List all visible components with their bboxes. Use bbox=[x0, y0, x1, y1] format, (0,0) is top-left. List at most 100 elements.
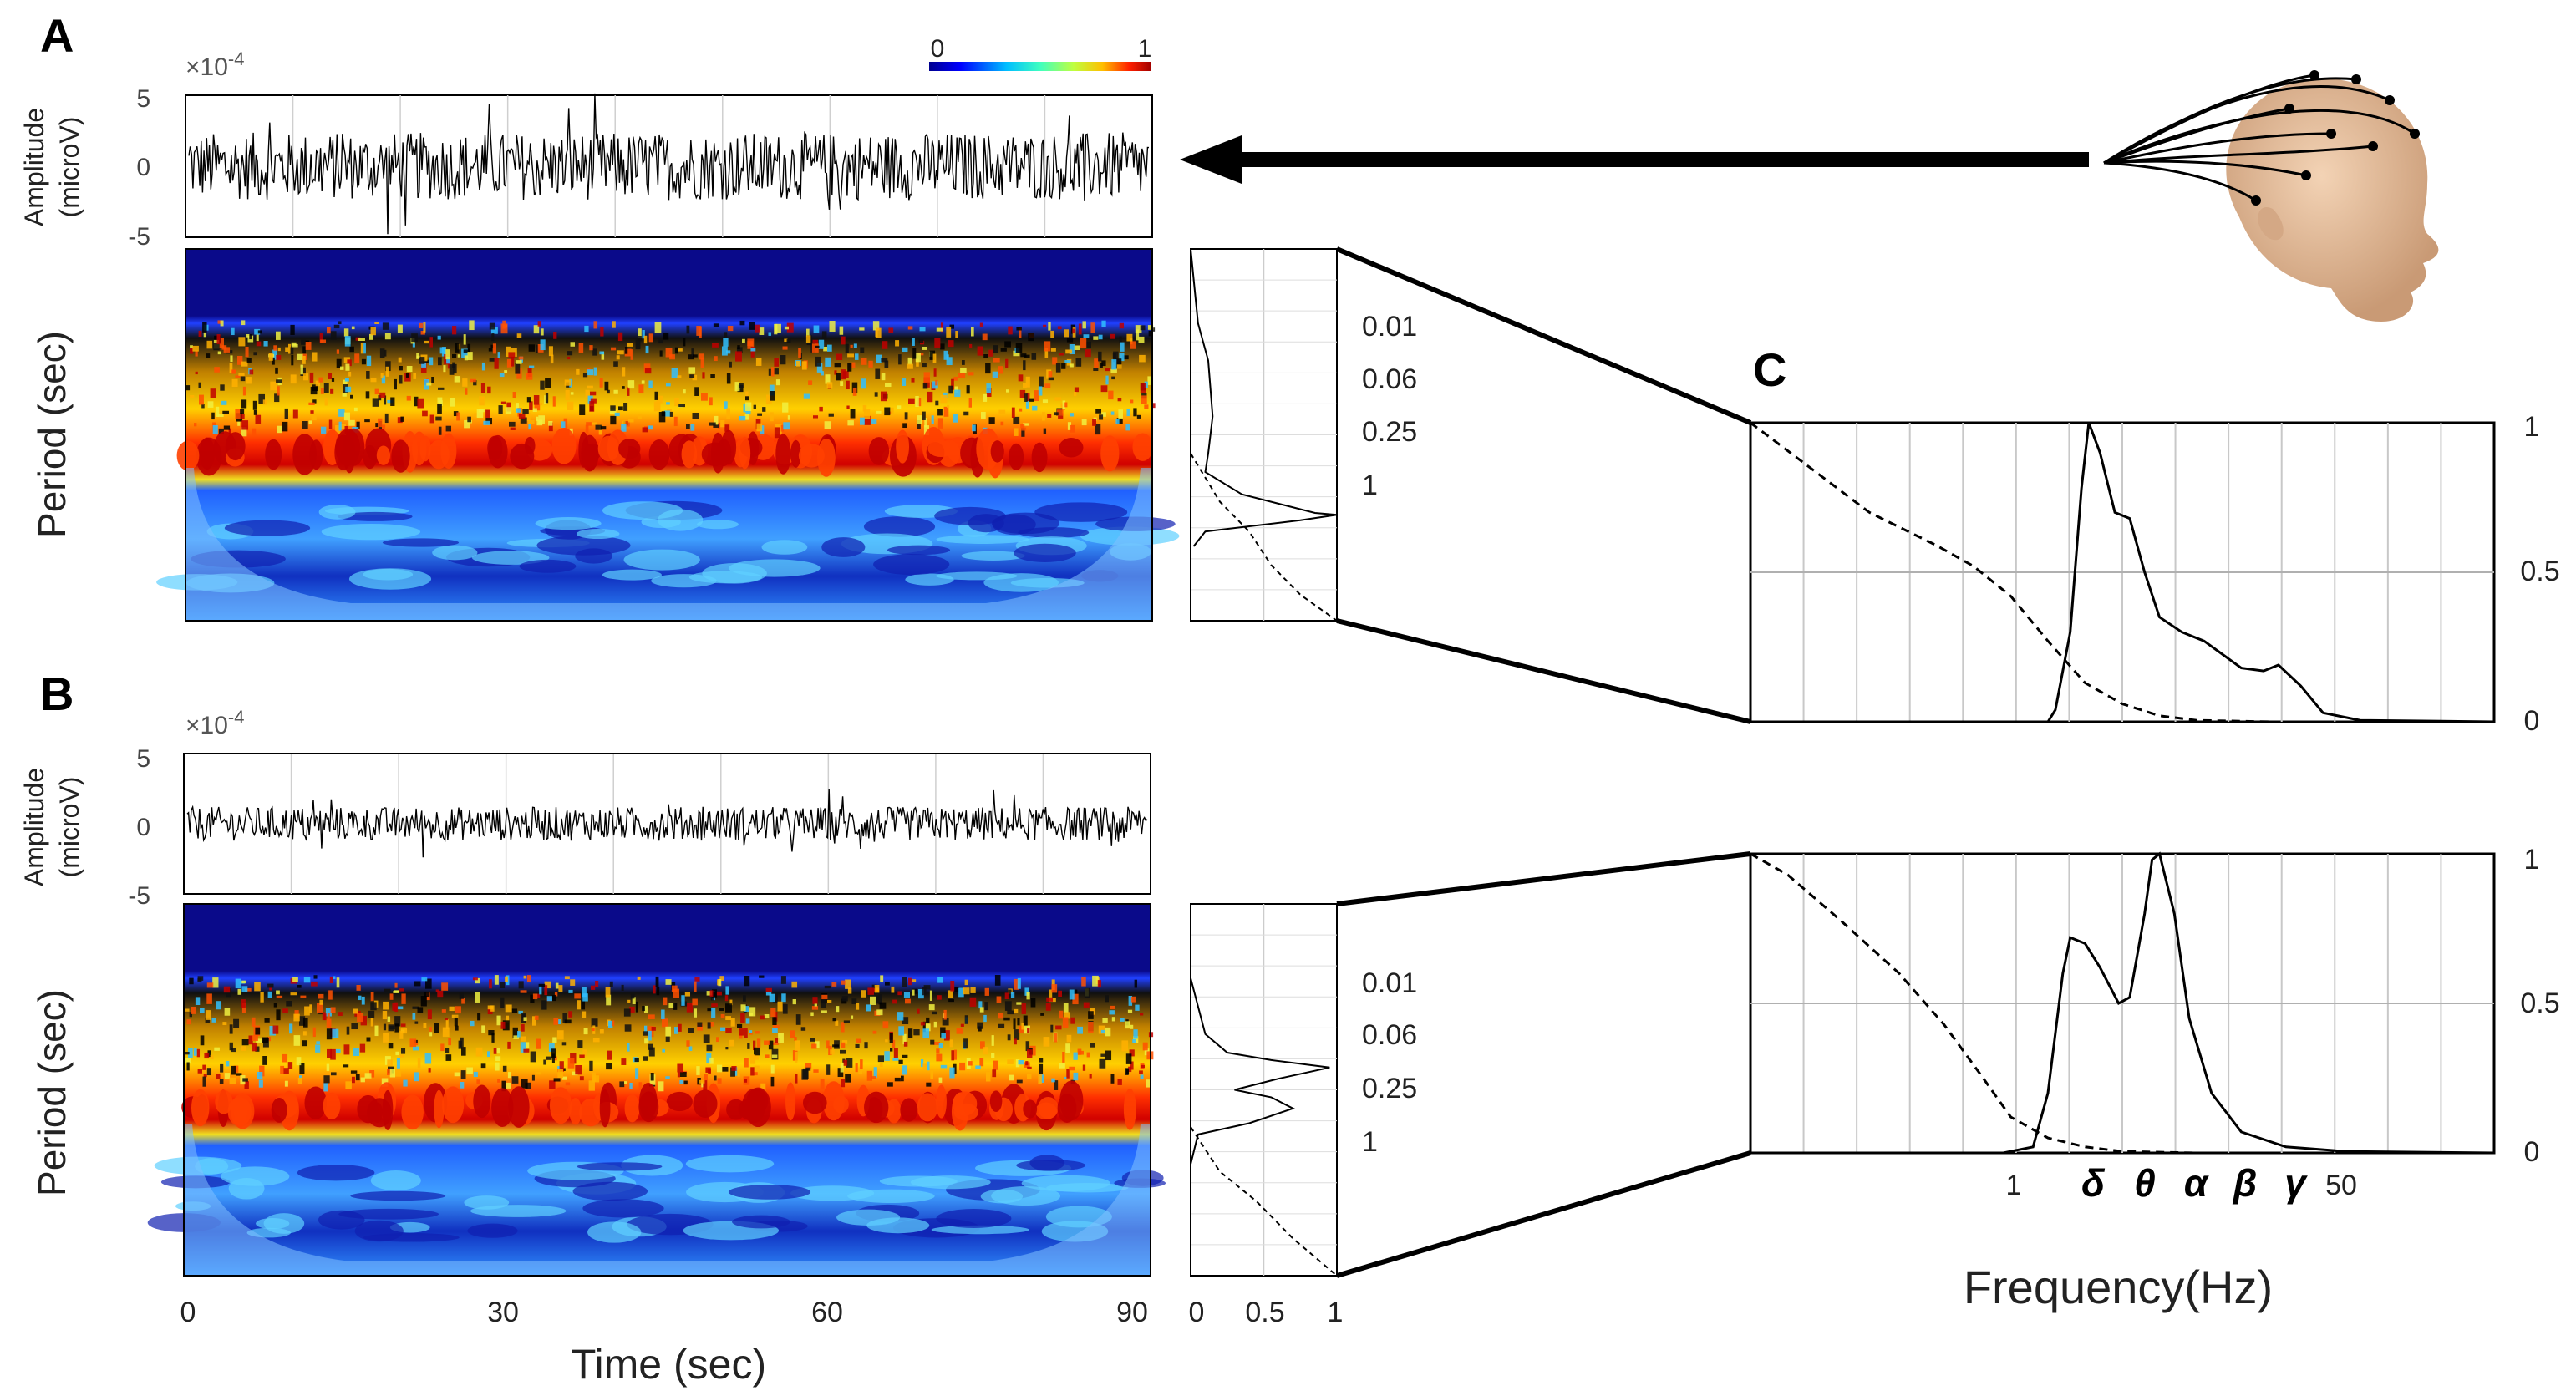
wavelet-speckle bbox=[206, 353, 211, 358]
wavelet-speckle bbox=[709, 990, 714, 997]
wavelet-speckle bbox=[622, 367, 626, 377]
wavelet-speckle bbox=[821, 999, 826, 1008]
wavelet-speckle bbox=[393, 990, 399, 993]
wavelet-speckle bbox=[1019, 408, 1023, 412]
wavelet-speckle bbox=[876, 410, 882, 414]
wavelet-speckle bbox=[320, 339, 327, 343]
wavelet-speckle bbox=[796, 361, 800, 367]
wavelet-speckle bbox=[413, 373, 417, 379]
wavelet-speckle bbox=[874, 392, 878, 397]
wavelet-speckle bbox=[1077, 1026, 1083, 1034]
wavelet-speckle bbox=[902, 1054, 908, 1058]
wavelet-speckle bbox=[1027, 1028, 1030, 1034]
wavelet-speckle bbox=[943, 1030, 950, 1041]
wavelet-speckle bbox=[775, 1038, 780, 1043]
wavelet-speckle bbox=[585, 389, 590, 399]
wavelet-speckle bbox=[661, 1009, 665, 1019]
wavelet-speckle bbox=[853, 343, 857, 348]
wavelet-speckle bbox=[897, 991, 902, 996]
wavelet-speckle bbox=[932, 353, 937, 364]
wavelet-speckle bbox=[366, 1037, 371, 1042]
wavelet-speckle bbox=[847, 353, 854, 358]
wavelet-speckle bbox=[498, 405, 503, 414]
wavelet-speckle bbox=[374, 388, 379, 395]
wavelet-speckle bbox=[850, 344, 853, 349]
wavelet-speckle bbox=[1028, 333, 1034, 342]
wavelet-blob bbox=[1031, 442, 1048, 473]
wavelet-speckle bbox=[963, 987, 970, 995]
wavelet-speckle bbox=[1151, 403, 1156, 409]
wavelet-speckle bbox=[276, 331, 281, 340]
wavelet-speckle bbox=[438, 387, 445, 390]
wavelet-speckle bbox=[821, 994, 828, 1000]
wavelet-speckle bbox=[483, 420, 490, 425]
wavelet-speckle bbox=[340, 366, 344, 370]
wavelet-speckle bbox=[1119, 322, 1125, 329]
wavelet-speckle bbox=[523, 1048, 530, 1053]
wavelet-speckle bbox=[494, 975, 499, 985]
wavelet-speckle bbox=[229, 1042, 233, 1051]
wavelet-speckle bbox=[189, 1012, 193, 1018]
wavelet-speckle bbox=[663, 333, 669, 340]
wavelet-speckle bbox=[791, 981, 798, 988]
wavelet-speckle bbox=[813, 1069, 819, 1073]
wavelet-speckle bbox=[366, 355, 372, 367]
wavelet-speckle bbox=[1088, 1011, 1094, 1019]
wavelet-speckle bbox=[1016, 327, 1022, 331]
wavelet-speckle bbox=[585, 424, 589, 435]
wavelet-speckle bbox=[320, 388, 324, 394]
wavelet-speckle bbox=[722, 346, 728, 356]
wavelet-speckle bbox=[874, 995, 880, 1004]
wavelet-speckle bbox=[729, 1039, 734, 1047]
wavelet-speckle bbox=[623, 403, 628, 411]
wavelet-speckle bbox=[714, 1075, 717, 1081]
wavelet-speckle bbox=[390, 397, 395, 406]
wavelet-speckle bbox=[1090, 1043, 1095, 1048]
wavelet-blob bbox=[473, 1084, 491, 1119]
wavelet-speckle bbox=[506, 1015, 510, 1023]
wavelet-speckle bbox=[269, 1026, 276, 1036]
wavelet-speckle bbox=[764, 1014, 770, 1018]
wavelet-speckle bbox=[462, 378, 468, 387]
wavelet-speckle bbox=[782, 346, 788, 350]
wavelet-speckle bbox=[540, 380, 545, 390]
wavelet-speckle bbox=[922, 987, 927, 996]
wavelet-speckle bbox=[1034, 390, 1039, 402]
wavelet-speckle bbox=[1054, 412, 1059, 416]
wavelet-speckle bbox=[216, 334, 221, 345]
wavelet-speckle bbox=[217, 320, 222, 324]
wavelet-band bbox=[467, 1223, 518, 1238]
wavelet-speckle bbox=[805, 1063, 812, 1069]
wavelet-speckle bbox=[467, 352, 473, 361]
panel-c-top-solid-line bbox=[1750, 422, 2495, 723]
wavelet-speckle bbox=[512, 1027, 518, 1038]
wavelet-speckle bbox=[1075, 358, 1082, 367]
wavelet-speckle bbox=[1007, 1059, 1014, 1064]
wavelet-speckle bbox=[630, 349, 633, 360]
wavelet-band bbox=[221, 1166, 290, 1186]
wavelet-speckle bbox=[429, 414, 434, 424]
wavelet-speckle bbox=[326, 1028, 333, 1040]
wavelet-speckle bbox=[986, 383, 991, 393]
wavelet-speckle bbox=[429, 1032, 433, 1037]
wavelet-speckle bbox=[938, 1043, 943, 1048]
wavelet-speckle bbox=[255, 1046, 260, 1052]
wavelet-speckle bbox=[623, 1008, 631, 1017]
wavelet-blob bbox=[1057, 1093, 1077, 1123]
wavelet-speckle bbox=[1030, 998, 1036, 1008]
wavelet-speckle bbox=[1092, 975, 1099, 987]
wavelet-speckle bbox=[311, 981, 318, 987]
wavelet-speckle bbox=[511, 1076, 519, 1084]
wavelet-speckle bbox=[544, 981, 551, 989]
spectrum-a-solid-line bbox=[1190, 248, 1338, 547]
wavelet-speckle bbox=[1083, 334, 1090, 338]
wavelet-speckle bbox=[714, 415, 719, 425]
wavelet-speckle bbox=[186, 1062, 190, 1071]
wavelet-speckle bbox=[1097, 980, 1101, 988]
wavelet-speckle bbox=[464, 419, 470, 429]
wavelet-speckle bbox=[1105, 368, 1110, 372]
wavelet-speckle bbox=[506, 346, 511, 358]
wavelet-speckle bbox=[777, 1001, 783, 1012]
wavelet-speckle bbox=[1126, 409, 1130, 417]
wavelet-speckle bbox=[768, 368, 771, 376]
